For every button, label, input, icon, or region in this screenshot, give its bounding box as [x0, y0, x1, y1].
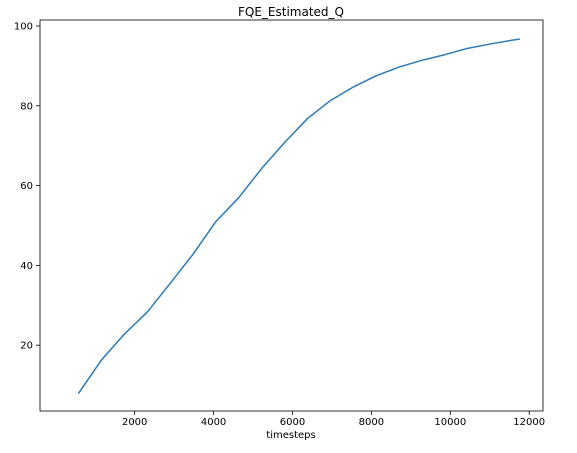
y-tick-label: 100	[14, 21, 33, 32]
chart-title: FQE_Estimated_Q	[238, 5, 344, 19]
x-axis: 2000 4000 6000 8000 10000 12000	[122, 411, 545, 428]
series-line-0	[77, 38, 521, 394]
y-tick-label: 40	[20, 261, 33, 272]
x-tick-label: 10000	[434, 417, 466, 428]
x-tick-label: 6000	[280, 417, 305, 428]
plot-frame	[39, 19, 544, 412]
y-tick-label: 80	[20, 101, 33, 112]
y-tick-label: 20	[20, 341, 33, 352]
y-tick-label: 60	[20, 181, 33, 192]
x-tick-label: 8000	[359, 417, 384, 428]
x-axis-label: timesteps	[266, 430, 315, 441]
x-tick-label: 4000	[201, 417, 226, 428]
x-tick-label: 12000	[513, 417, 545, 428]
y-axis: 20 40 60 80 100	[14, 21, 40, 352]
plot-area	[39, 19, 544, 412]
x-tick-label: 2000	[122, 417, 147, 428]
